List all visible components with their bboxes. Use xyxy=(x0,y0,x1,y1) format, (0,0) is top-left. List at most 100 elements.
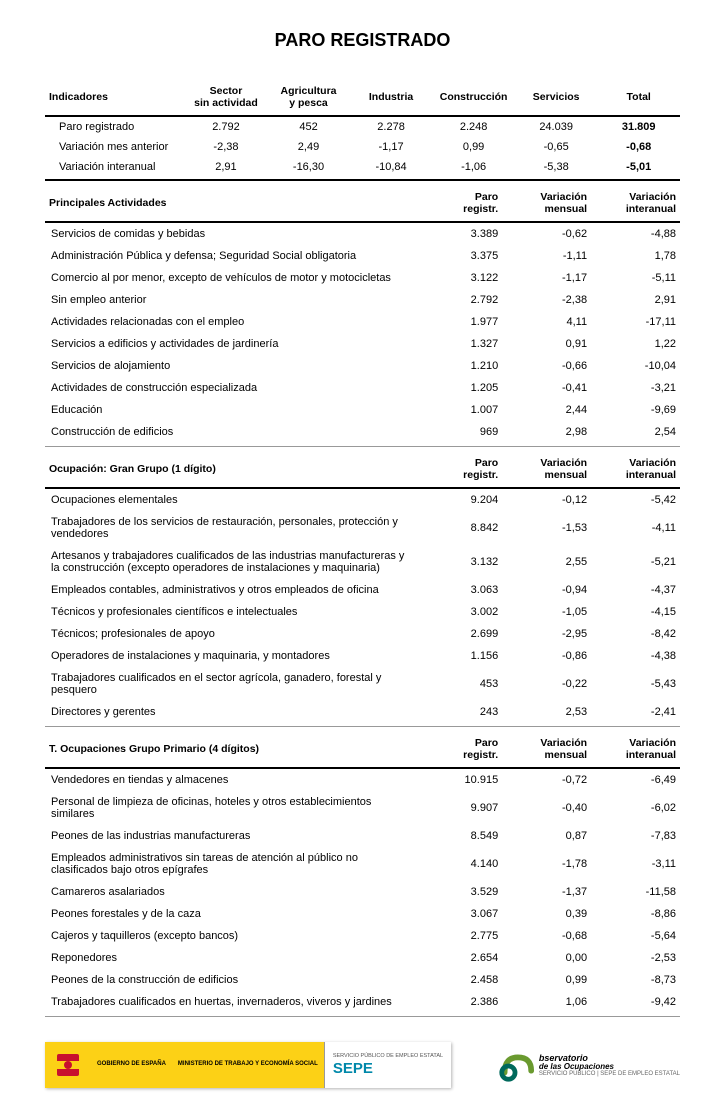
gov-text-2: MINISTERIO DE TRABAJO Y ECONOMÍA SOCIAL xyxy=(172,1042,324,1088)
cell: -2,38 xyxy=(185,137,268,157)
cell: -0,62 xyxy=(502,222,591,245)
observatorio-logo: bservatorio de las Ocupaciones SERVICIO … xyxy=(497,1046,680,1084)
table-row: Peones forestales y de la caza3.0670,39-… xyxy=(45,903,680,925)
row-label: Paro registrado xyxy=(45,116,185,137)
row-label: Operadores de instalaciones y maquinaria… xyxy=(45,645,413,667)
cell: 2.278 xyxy=(350,116,433,137)
table-row: Técnicos; profesionales de apoyo2.699-2,… xyxy=(45,623,680,645)
col-header: Agriculturay pesca xyxy=(267,81,350,116)
cell: -0,86 xyxy=(502,645,591,667)
cell: -1,06 xyxy=(432,157,515,180)
cell: 24.039 xyxy=(515,116,598,137)
cell: -0,22 xyxy=(502,667,591,701)
sepe-text: SEPE xyxy=(333,1060,443,1077)
cell: 243 xyxy=(413,701,502,727)
cell: -2,38 xyxy=(502,289,591,311)
col-header: Servicios xyxy=(515,81,598,116)
footer: GOBIERNO DE ESPAÑA MINISTERIO DE TRABAJO… xyxy=(45,1042,680,1088)
row-label: Actividades de construcción especializad… xyxy=(45,377,413,399)
col-header: Industria xyxy=(350,81,433,116)
cell: 2.386 xyxy=(413,991,502,1017)
row-label: Administración Pública y defensa; Seguri… xyxy=(45,245,413,267)
col-header: Total xyxy=(597,81,680,116)
row-label: Variación interanual xyxy=(45,157,185,180)
section-header: Ocupación: Gran Grupo (1 dígito) xyxy=(45,447,413,488)
row-label: Peones de la construcción de edificios xyxy=(45,969,413,991)
cell: -3,21 xyxy=(591,377,680,399)
row-label: Directores y gerentes xyxy=(45,701,413,727)
table-row: Servicios de comidas y bebidas3.389-0,62… xyxy=(45,222,680,245)
cell: -2,41 xyxy=(591,701,680,727)
cell: -4,15 xyxy=(591,601,680,623)
table-row: Actividades relacionadas con el empleo1.… xyxy=(45,311,680,333)
cell: -1,17 xyxy=(502,267,591,289)
row-label: Actividades relacionadas con el empleo xyxy=(45,311,413,333)
cell: 31.809 xyxy=(597,116,680,137)
table-row: Cajeros y taquilleros (excepto bancos)2.… xyxy=(45,925,680,947)
sepe-logo: SERVICIO PÚBLICO DE EMPLEO ESTATAL SEPE xyxy=(324,1042,451,1088)
cell: -9,42 xyxy=(591,991,680,1017)
cell: 2.792 xyxy=(185,116,268,137)
cell: 1,78 xyxy=(591,245,680,267)
cell: -10,04 xyxy=(591,355,680,377)
section-header: T. Ocupaciones Grupo Primario (4 dígitos… xyxy=(45,727,413,768)
cell: -5,38 xyxy=(515,157,598,180)
cell: -5,01 xyxy=(597,157,680,180)
row-label: Trabajadores de los servicios de restaur… xyxy=(45,511,413,545)
cell: -4,38 xyxy=(591,645,680,667)
cell: 453 xyxy=(413,667,502,701)
cell: 1.205 xyxy=(413,377,502,399)
row-label: Comercio al por menor, excepto de vehícu… xyxy=(45,267,413,289)
cell: 2.654 xyxy=(413,947,502,969)
cell: 2,53 xyxy=(502,701,591,727)
indicadores-table: IndicadoresSectorsin actividadAgricultur… xyxy=(45,81,680,181)
cell: 2.792 xyxy=(413,289,502,311)
cell: -10,84 xyxy=(350,157,433,180)
cell: -5,43 xyxy=(591,667,680,701)
cell: 1.210 xyxy=(413,355,502,377)
cell: -5,42 xyxy=(591,488,680,511)
cell: -2,53 xyxy=(591,947,680,969)
cell: -1,05 xyxy=(502,601,591,623)
cell: 4.140 xyxy=(413,847,502,881)
cell: 3.067 xyxy=(413,903,502,925)
cell: -17,11 xyxy=(591,311,680,333)
cell: -8,73 xyxy=(591,969,680,991)
col-header: Indicadores xyxy=(45,81,185,116)
row-label: Sin empleo anterior xyxy=(45,289,413,311)
cell: 8.549 xyxy=(413,825,502,847)
cell: 1.977 xyxy=(413,311,502,333)
row-label: Trabajadores cualificados en el sector a… xyxy=(45,667,413,701)
cell: 0,91 xyxy=(502,333,591,355)
table-row: Servicios a edificios y actividades de j… xyxy=(45,333,680,355)
table-row: Actividades de construcción especializad… xyxy=(45,377,680,399)
table-row: Técnicos y profesionales científicos e i… xyxy=(45,601,680,623)
cell: -1,53 xyxy=(502,511,591,545)
cell: 3.002 xyxy=(413,601,502,623)
section-header: Principales Actividades xyxy=(45,181,413,222)
cell: 1,22 xyxy=(591,333,680,355)
cell: 4,11 xyxy=(502,311,591,333)
cell: -2,95 xyxy=(502,623,591,645)
cell: -5,11 xyxy=(591,267,680,289)
cell: -0,68 xyxy=(502,925,591,947)
cell: -5,21 xyxy=(591,545,680,579)
cell: 0,99 xyxy=(432,137,515,157)
table-row: Reponedores2.6540,00-2,53 xyxy=(45,947,680,969)
cell: 1.007 xyxy=(413,399,502,421)
cell: 0,00 xyxy=(502,947,591,969)
gov-text-1: GOBIERNO DE ESPAÑA xyxy=(91,1042,172,1088)
cell: 2,55 xyxy=(502,545,591,579)
row-label: Técnicos; profesionales de apoyo xyxy=(45,623,413,645)
section-table: Principales ActividadesParoregistr.Varia… xyxy=(45,181,680,447)
cell: 2.699 xyxy=(413,623,502,645)
table-row: Servicios de alojamiento1.210-0,66-10,04 xyxy=(45,355,680,377)
table-row: Empleados contables, administrativos y o… xyxy=(45,579,680,601)
cell: 2,91 xyxy=(185,157,268,180)
row-label: Empleados contables, administrativos y o… xyxy=(45,579,413,601)
row-label: Ocupaciones elementales xyxy=(45,488,413,511)
cell: -7,83 xyxy=(591,825,680,847)
row-label: Servicios de comidas y bebidas xyxy=(45,222,413,245)
cell: 2.775 xyxy=(413,925,502,947)
table-row: Comercio al por menor, excepto de vehícu… xyxy=(45,267,680,289)
